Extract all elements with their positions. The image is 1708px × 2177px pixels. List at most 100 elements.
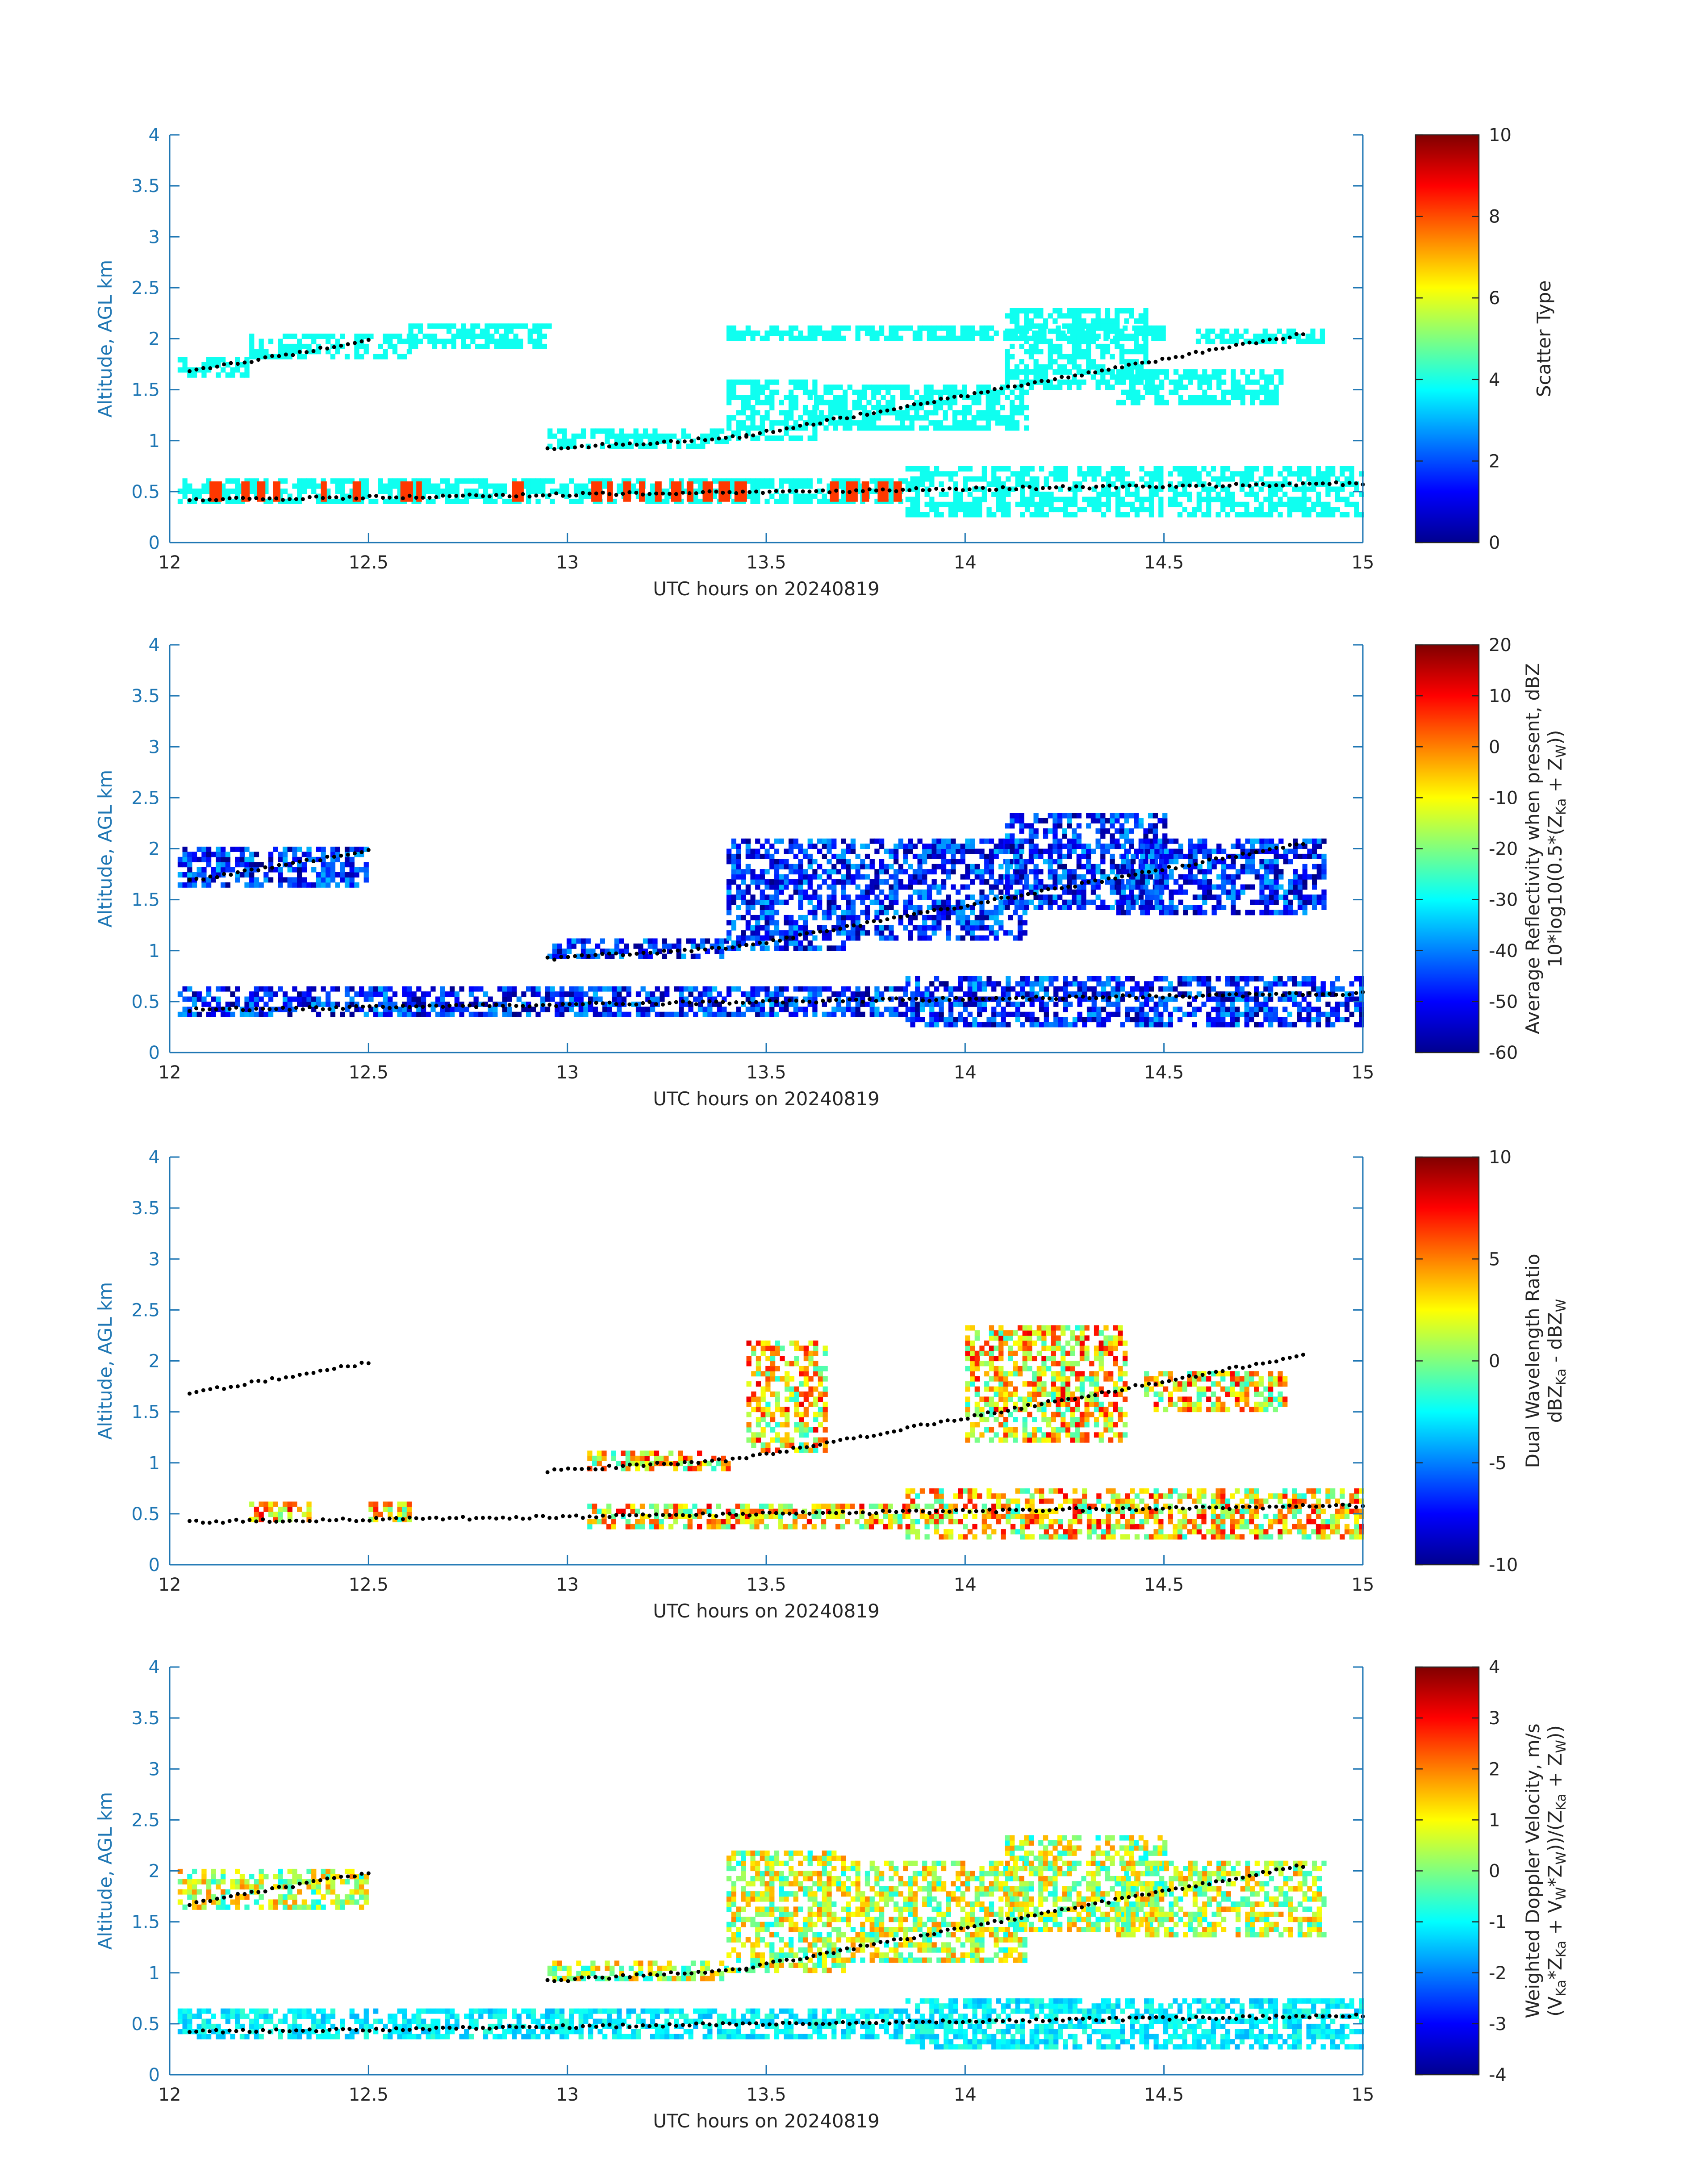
data-cell — [1264, 899, 1270, 905]
data-cell — [958, 466, 963, 472]
detection-dot — [234, 496, 238, 500]
detection-dot — [1140, 360, 1144, 365]
data-cell — [769, 420, 775, 426]
data-cell — [690, 443, 696, 449]
data-cell — [397, 498, 402, 504]
data-cell — [301, 489, 307, 494]
data-cell — [1148, 476, 1154, 482]
data-cell — [1301, 507, 1307, 513]
data-cell — [1010, 486, 1016, 492]
data-cell — [1178, 889, 1183, 895]
data-cell — [268, 857, 274, 862]
data-cell — [1068, 497, 1073, 502]
data-cell — [1010, 313, 1015, 319]
data-cell — [846, 478, 851, 484]
data-cell — [971, 395, 977, 400]
data-cell — [948, 400, 953, 405]
data-cell — [798, 384, 803, 390]
data-cell — [917, 874, 923, 880]
data-cell — [1063, 501, 1068, 507]
y-tick-label: 1 — [149, 431, 160, 451]
data-cell — [326, 489, 331, 494]
data-cell — [459, 1007, 464, 1012]
data-cell — [1274, 899, 1279, 905]
data-cell — [731, 489, 736, 494]
data-cell — [297, 877, 302, 883]
data-cell — [712, 493, 718, 499]
data-cell — [537, 343, 543, 349]
detection-dot — [1007, 487, 1012, 491]
data-cell — [1139, 466, 1144, 472]
data-cell — [877, 481, 889, 502]
data-cell — [874, 915, 880, 920]
data-cell — [187, 862, 192, 868]
y-tick-label: 0 — [149, 533, 160, 553]
detection-dot — [731, 434, 735, 439]
data-cell — [1159, 884, 1165, 890]
data-cell — [788, 864, 794, 869]
data-cell — [852, 405, 857, 410]
data-cell — [960, 325, 965, 331]
data-cell — [1257, 334, 1263, 339]
data-cell — [784, 848, 789, 854]
data-cell — [956, 920, 961, 926]
data-cell — [468, 991, 474, 997]
data-cell — [779, 935, 784, 941]
data-cell — [1164, 859, 1169, 865]
data-cell — [788, 379, 794, 385]
data-cell — [373, 354, 379, 359]
data-cell — [321, 882, 326, 888]
data-cell — [1207, 384, 1212, 390]
data-cell — [1340, 471, 1345, 477]
data-cell — [1202, 889, 1207, 895]
data-cell — [836, 905, 842, 910]
data-cell — [1090, 884, 1096, 890]
detection-dot — [521, 492, 525, 496]
data-cell — [905, 395, 910, 400]
data-cell — [788, 879, 794, 885]
detection-dot — [1133, 361, 1138, 366]
detection-dot — [841, 489, 845, 494]
data-cell — [989, 848, 994, 854]
data-cell — [1126, 395, 1131, 400]
data-cell — [468, 1011, 474, 1017]
data-cell — [1033, 905, 1039, 910]
detection-dot — [1081, 485, 1085, 489]
data-cell — [946, 910, 951, 915]
data-cell — [494, 343, 500, 349]
data-cell — [1024, 497, 1030, 502]
detection-dot — [707, 489, 712, 493]
data-cell — [1225, 491, 1231, 497]
data-cell — [206, 846, 212, 852]
data-cell — [943, 415, 948, 421]
data-cell — [1257, 338, 1263, 344]
data-cell — [936, 915, 942, 920]
data-cell — [726, 379, 732, 385]
data-cell — [970, 894, 975, 900]
data-cell — [841, 848, 846, 854]
data-cell — [1086, 359, 1091, 365]
data-cell — [1125, 486, 1130, 492]
data-cell — [807, 478, 813, 484]
data-cell — [335, 852, 340, 857]
data-cell — [731, 325, 736, 331]
data-cell — [1263, 497, 1269, 502]
data-cell — [952, 420, 958, 426]
data-cell — [836, 920, 842, 926]
detection-dot — [614, 493, 618, 497]
data-cell — [1293, 844, 1298, 849]
data-cell — [1095, 343, 1101, 349]
data-cell — [397, 354, 402, 359]
data-cell — [1010, 874, 1015, 880]
data-cell — [984, 915, 990, 920]
data-cell — [1302, 844, 1307, 849]
data-cell — [1301, 338, 1306, 344]
y-tick-label: 1.5 — [131, 380, 160, 401]
data-cell — [497, 493, 503, 499]
data-cell — [779, 410, 784, 416]
data-cell — [874, 930, 880, 936]
data-cell — [268, 867, 274, 873]
data-cell — [843, 410, 848, 416]
detection-dot — [188, 369, 192, 373]
data-cell — [731, 844, 736, 849]
